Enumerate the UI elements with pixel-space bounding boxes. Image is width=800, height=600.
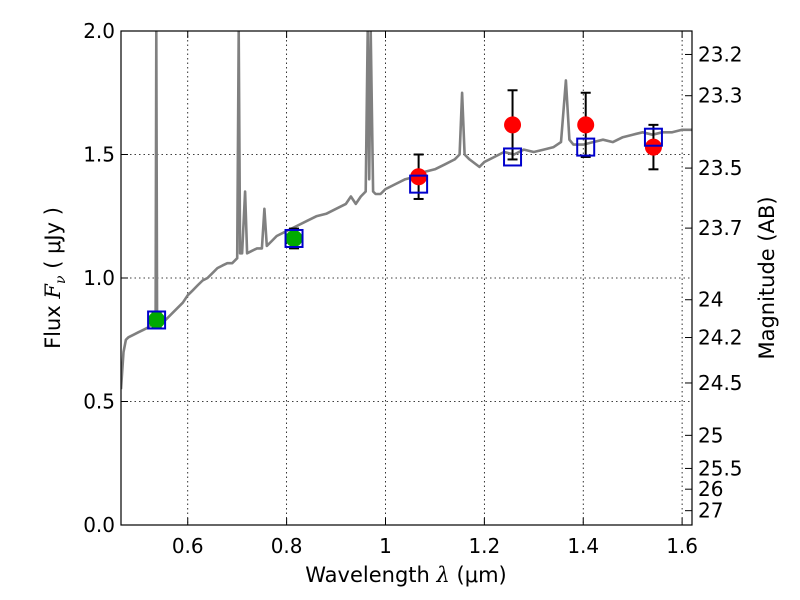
y2-tick-label: 27 [698,499,723,523]
model-flux-square [643,127,663,147]
model-flux-square [576,137,596,157]
x-tick-label: 1.4 [567,534,599,558]
y2-tick-label: 26 [698,477,723,501]
y2-tick-label: 25.5 [698,456,743,480]
x-axis-label: Wavelength λ (μm) [305,563,506,587]
y2-tick-label: 24.2 [698,326,743,350]
y2-tick-label: 24 [698,288,723,312]
spectrum-line [121,31,692,390]
model-flux-square [284,228,304,248]
y-tick-label: 2.0 [83,19,115,43]
x-tick-label: 1 [379,534,392,558]
ticks: 0.6 0.8 1 1.2 1.4 1.6 0.0 0.5 1.0 1.5 2.0 23.2 23.3 2… [83,19,742,558]
y2-tick-label: 24.5 [698,371,743,395]
spectrum-layer [121,31,692,390]
x-tick-label: 1.6 [666,534,698,558]
data-point [504,116,522,134]
y-tick-label: 0.0 [83,513,115,537]
y2-tick-label: 23.5 [698,156,743,180]
marker-layer [147,89,663,330]
model-flux-square [147,310,167,330]
model-flux-square [503,147,523,167]
data-point [285,229,303,247]
y2-axis-label: Magnitude (AB) [755,196,779,359]
x-tick-label: 0.8 [271,534,303,558]
x-tick-label: 1.2 [468,534,500,558]
y2-tick-label: 25 [698,423,723,447]
data-point [577,116,595,134]
data-point [644,138,662,156]
y2-tick-label: 23.7 [698,216,743,240]
y-axis-label: Flux Fν ( μJy ) [41,207,69,349]
data-point [148,311,166,329]
y-tick-label: 1.0 [83,266,115,290]
x-tick-label: 0.6 [172,534,204,558]
y2-tick-label: 23.3 [698,84,743,108]
y-tick-label: 1.5 [83,143,115,167]
model-flux-square [409,174,429,194]
y2-tick-label: 23.2 [698,42,743,66]
data-point [410,168,428,186]
y-tick-label: 0.5 [83,390,115,414]
